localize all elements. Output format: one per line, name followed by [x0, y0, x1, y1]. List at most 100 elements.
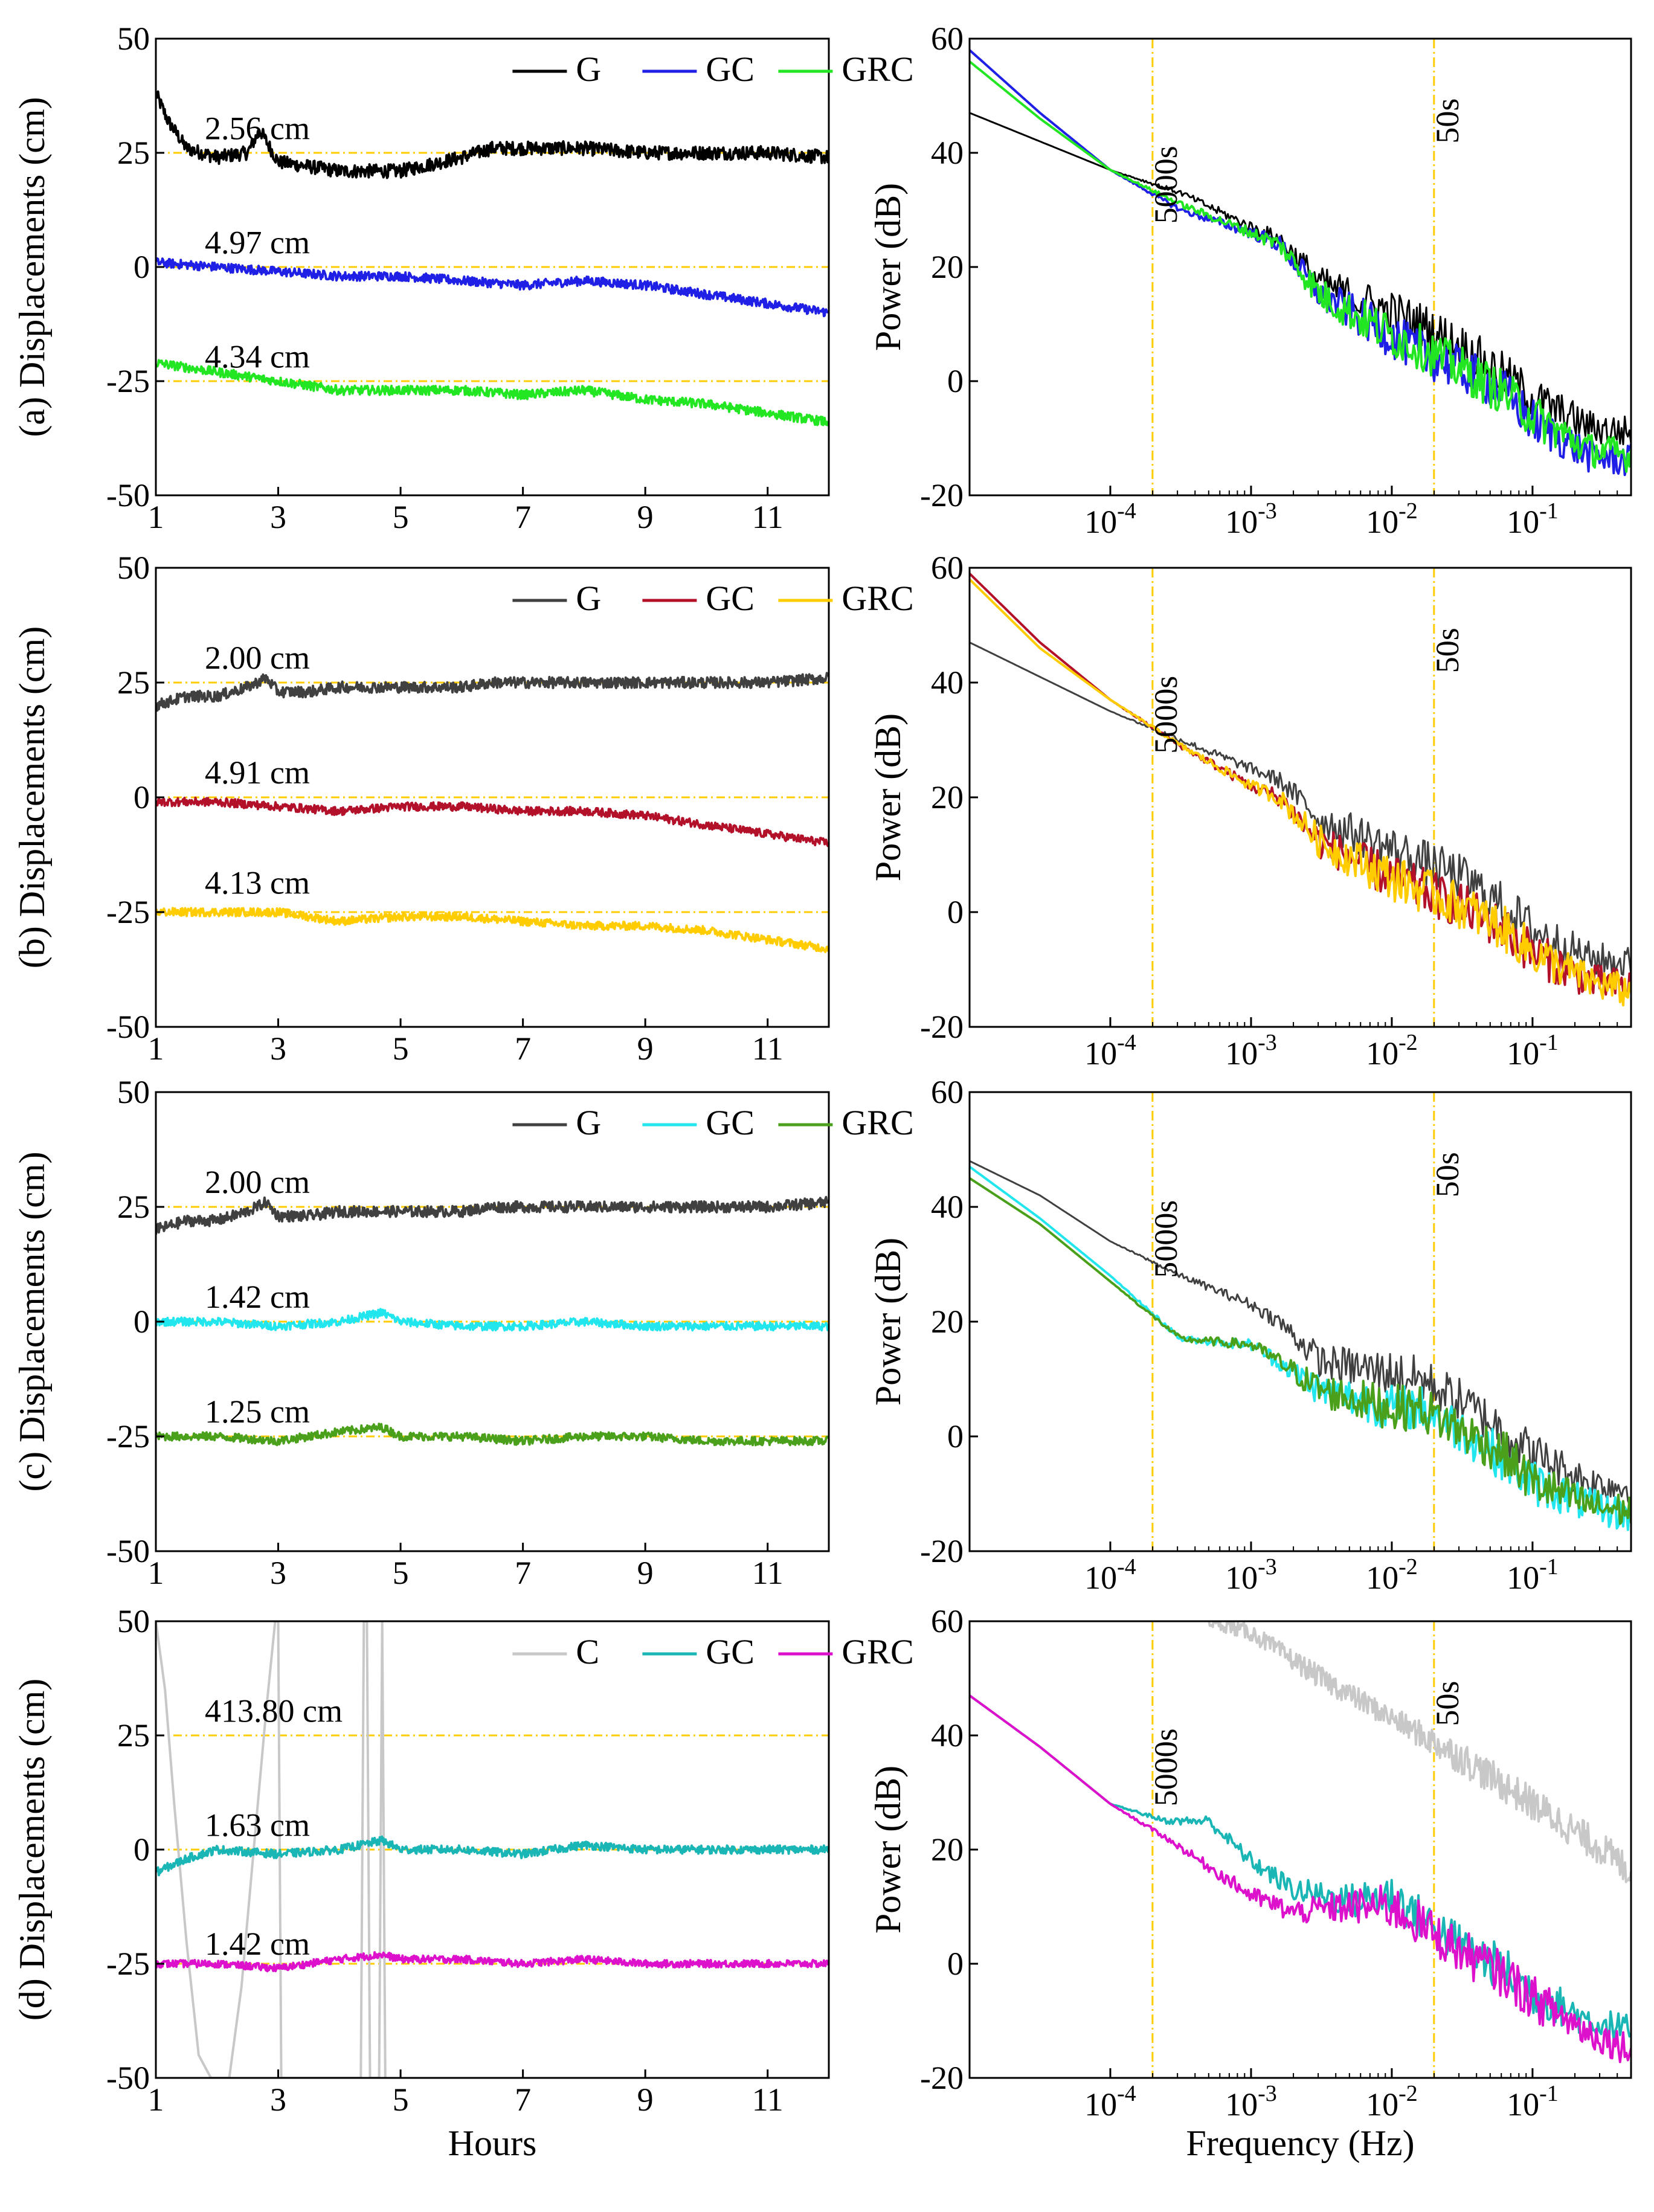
legend-label-g: G [576, 50, 601, 89]
offset-annotation: 4.91 cm [205, 754, 310, 791]
y-axis-label: (c) Displacements (cm) [12, 1151, 52, 1491]
x-axis-label: Hours [448, 2123, 537, 2163]
x-tick-label: 9 [637, 1555, 654, 1591]
x-tick-label: 10-1 [1507, 1030, 1559, 1072]
offset-annotation: 4.97 cm [205, 224, 310, 260]
period-label: 50s [1429, 1152, 1466, 1197]
legend: C GC GRC [512, 1632, 914, 1671]
x-tick-base: 10 [1366, 504, 1398, 540]
offset-annotation: 1.25 cm [205, 1394, 310, 1430]
series-line-g [970, 1160, 1631, 1506]
series-group [156, 1621, 829, 2078]
x-tick-exponent: -3 [1258, 2081, 1277, 2106]
x-tick-label: 3 [270, 1030, 286, 1067]
y-tick-label: -20 [920, 1009, 964, 1045]
chart-c-time: 50 25 0 -25 -501 3 5 7 9 11 (c) Displacements (cm)… [12, 1074, 914, 1591]
legend-label-grc: GRC [841, 1103, 913, 1142]
x-tick-label: 5 [393, 2082, 409, 2118]
x-tick-label: 11 [752, 499, 784, 535]
series-line-grc [156, 359, 829, 426]
offset-annotation: 2.00 cm [205, 640, 310, 676]
x-tick-label: 10-4 [1084, 1030, 1136, 1072]
series-line-gc [970, 49, 1631, 477]
x-tick-label: 11 [752, 2082, 784, 2118]
offset-annotation: 413.80 cm [205, 1693, 343, 1729]
y-axis-label: (b) Displacements (cm) [12, 626, 52, 968]
series-line-grc [970, 1177, 1631, 1525]
y-tick-label: -50 [106, 477, 150, 513]
x-tick-label: 10-4 [1084, 498, 1136, 540]
x-tick-exponent: -3 [1258, 1030, 1277, 1055]
x-tick-label: 10-1 [1507, 1554, 1559, 1596]
chart-a-time: 50 25 0 -25 -501 3 5 7 9 11 (a) Displacements (cm)… [12, 21, 914, 535]
x-axis-label: Frequency (Hz) [1186, 2123, 1414, 2163]
x-tick-exponent: -1 [1539, 1030, 1559, 1055]
x-tick-exponent: -4 [1117, 498, 1136, 524]
x-tick-label: 3 [270, 2082, 286, 2118]
x-tick-exponent: -2 [1398, 1554, 1418, 1580]
x-tick-exponent: -3 [1258, 1554, 1277, 1580]
series-line-grc [156, 907, 829, 953]
y-tick-label: -20 [920, 1533, 964, 1569]
y-tick-label: 50 [117, 1603, 150, 1639]
y-tick-label: 25 [117, 1189, 150, 1225]
x-tick-label: 9 [637, 499, 654, 535]
y-tick-label: -50 [106, 1533, 150, 1569]
y-axis-label: Power (dB) [868, 1766, 908, 1934]
y-tick-label: 40 [931, 1189, 964, 1225]
offset-annotation: 4.13 cm [205, 865, 310, 901]
y-tick-label: 60 [931, 550, 964, 586]
x-tick-label: 10-3 [1225, 498, 1277, 540]
legend-label-gc: GC [706, 579, 755, 618]
x-tick-label: 10-4 [1084, 1554, 1136, 1596]
x-tick-exponent: -4 [1117, 2081, 1136, 2106]
y-tick-label: 20 [931, 1304, 964, 1340]
y-tick-label: -50 [106, 2060, 150, 2096]
x-tick-label: 11 [752, 1030, 784, 1067]
series-line-g [156, 90, 829, 179]
y-axis-label: Power (dB) [868, 713, 908, 881]
chart-d-time: 50 25 0 -25 -501 3 5 7 9 11 (d) Displacements (cm)… [12, 1603, 914, 2163]
legend-label-gc: GC [706, 1632, 755, 1671]
series-group [156, 90, 829, 426]
legend-label-grc: GRC [841, 1632, 913, 1671]
y-tick-label: 50 [117, 21, 150, 57]
x-tick-label: 10-3 [1225, 1030, 1277, 1072]
y-axis-label: (d) Displacements (cm) [12, 1679, 52, 2021]
y-tick-label: 20 [931, 779, 964, 815]
x-tick-label: 9 [637, 1030, 654, 1067]
legend-label-g: G [576, 1103, 601, 1142]
series-line-g [970, 641, 1631, 977]
y-tick-label: -25 [106, 1418, 150, 1455]
series-group [970, 1160, 1631, 1531]
series-group [156, 672, 829, 953]
x-tick-exponent: -4 [1117, 1554, 1136, 1580]
y-axis-label: Power (dB) [868, 1238, 908, 1406]
x-tick-exponent: -2 [1398, 1030, 1418, 1055]
x-tick-exponent: -2 [1398, 2081, 1418, 2106]
legend-label-c: C [576, 1632, 599, 1671]
x-tick-label: 10-2 [1366, 498, 1418, 540]
y-tick-label: 0 [947, 1418, 964, 1455]
legend-label-g: G [576, 579, 601, 618]
legend-label-grc: GRC [841, 50, 913, 89]
series-line-c [156, 1621, 387, 2078]
x-tick-label: 10-3 [1225, 2081, 1277, 2123]
y-axis-label: (a) Displacements (cm) [12, 97, 52, 437]
period-label: 50s [1429, 98, 1466, 144]
chart-b-time: 50 25 0 -25 -501 3 5 7 9 11 (b) Displacements (cm)… [12, 550, 914, 1067]
x-tick-base: 10 [1084, 504, 1117, 540]
series-line-gc [970, 573, 1631, 997]
x-tick-base: 10 [1225, 1035, 1258, 1072]
x-tick-base: 10 [1507, 1035, 1539, 1072]
y-tick-label: 0 [134, 1831, 150, 1868]
series-line-grc [970, 1694, 1631, 2063]
y-tick-label: 40 [931, 664, 964, 701]
y-tick-label: 60 [931, 1603, 964, 1639]
x-tick-base: 10 [1225, 504, 1258, 540]
y-axis-label: Power (dB) [868, 183, 908, 351]
legend-label-grc: GRC [841, 579, 913, 618]
